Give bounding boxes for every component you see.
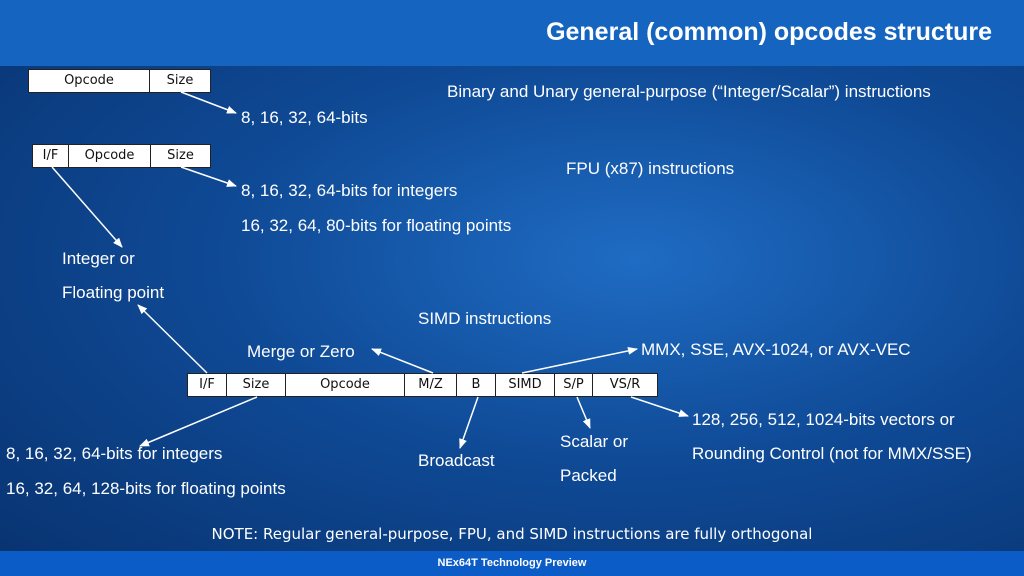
field-opcode: Opcode — [69, 145, 151, 167]
field-mz: M/Z — [405, 374, 457, 396]
fpu-opcode-format: I/F Opcode Size — [32, 144, 211, 168]
gp-size-label: 8, 16, 32, 64-bits — [241, 108, 368, 127]
field-size: Size — [167, 148, 194, 163]
field-vsr: VS/R — [609, 377, 641, 392]
fpu-size-label-int: 8, 16, 32, 64-bits for integers — [241, 181, 458, 200]
arrow-fpu-if — [51, 166, 123, 248]
vsr-label-1: 128, 256, 512, 1024-bits vectors or — [692, 410, 955, 429]
simd-size-label-int: 8, 16, 32, 64-bits for integers — [6, 444, 223, 463]
footer-text: NEx64T Technology Preview — [437, 557, 587, 569]
field-opcode: Opcode — [29, 70, 150, 92]
arrow-simd-if — [137, 304, 208, 374]
footer-bar: NEx64T Technology Preview — [0, 551, 1024, 576]
fpu-heading: FPU (x87) instructions — [566, 159, 735, 178]
slide-title: General (common) opcodes structure — [546, 18, 992, 46]
simd-type-label: MMX, SSE, AVX-1024, or AVX-VEC — [641, 340, 911, 359]
simd-opcode-format: I/F Size Opcode M/Z B SIMD S/P VS/R — [187, 373, 658, 397]
field-opcode: Opcode — [286, 374, 405, 396]
fpu-size-label-fp: 16, 32, 64, 80-bits for floating points — [241, 216, 512, 235]
arrow-simd-type — [521, 346, 638, 374]
if-label-1: Integer or — [62, 249, 135, 268]
arrow-vsr — [630, 396, 689, 417]
broadcast-label: Broadcast — [418, 451, 495, 470]
simd-heading: SIMD instructions — [418, 309, 552, 328]
field-if: I/F — [188, 374, 227, 396]
sp-label-2: Packed — [560, 466, 617, 485]
simd-size-label-fp: 16, 32, 64, 128-bits for floating points — [6, 479, 286, 498]
arrow-fpu-size — [180, 166, 237, 187]
sp-label-1: Scalar or — [560, 432, 629, 451]
arrow-broadcast — [459, 396, 479, 449]
if-label-2: Floating point — [62, 283, 165, 302]
gp-opcode-format: Opcode Size — [28, 69, 211, 93]
field-sp: S/P — [555, 374, 593, 396]
merge-label: Merge or Zero — [247, 342, 355, 361]
field-size: Size — [166, 73, 194, 88]
orthogonality-note: NOTE: Regular general-purpose, FPU, and … — [211, 525, 813, 543]
field-if: I/F — [33, 145, 69, 167]
field-simd: SIMD — [496, 374, 555, 396]
arrow-sp — [576, 396, 591, 429]
title-bar: General (common) opcodes structure — [0, 0, 1024, 66]
field-b: B — [457, 374, 496, 396]
field-size: Size — [227, 374, 286, 396]
gp-heading: Binary and Unary general-purpose (“Integ… — [447, 82, 931, 101]
arrow-simd-size — [139, 396, 258, 447]
arrow-gp-size — [180, 91, 237, 114]
vsr-label-2: Rounding Control (not for MMX/SSE) — [692, 444, 972, 463]
arrow-merge — [371, 348, 434, 374]
